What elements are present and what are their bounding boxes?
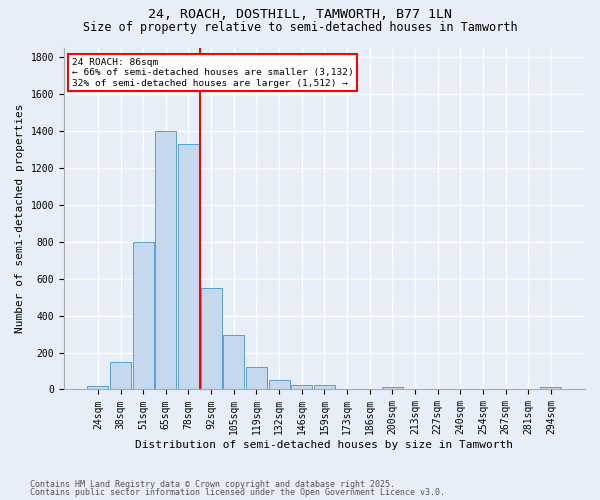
X-axis label: Distribution of semi-detached houses by size in Tamworth: Distribution of semi-detached houses by …: [136, 440, 514, 450]
Bar: [292, 385, 312, 390]
Bar: [178, 144, 199, 390]
Bar: [88, 386, 109, 390]
Bar: [246, 368, 267, 390]
Bar: [155, 130, 176, 390]
Bar: [223, 335, 244, 390]
Text: 24 ROACH: 86sqm
← 66% of semi-detached houses are smaller (3,132)
32% of semi-de: 24 ROACH: 86sqm ← 66% of semi-detached h…: [71, 58, 353, 88]
Bar: [133, 242, 154, 390]
Bar: [314, 385, 335, 390]
Bar: [541, 386, 562, 390]
Y-axis label: Number of semi-detached properties: Number of semi-detached properties: [15, 104, 25, 333]
Bar: [201, 288, 221, 390]
Text: Size of property relative to semi-detached houses in Tamworth: Size of property relative to semi-detach…: [83, 21, 517, 34]
Bar: [382, 386, 403, 390]
Text: 24, ROACH, DOSTHILL, TAMWORTH, B77 1LN: 24, ROACH, DOSTHILL, TAMWORTH, B77 1LN: [148, 8, 452, 20]
Bar: [110, 362, 131, 390]
Text: Contains public sector information licensed under the Open Government Licence v3: Contains public sector information licen…: [30, 488, 445, 497]
Bar: [269, 380, 290, 390]
Text: Contains HM Land Registry data © Crown copyright and database right 2025.: Contains HM Land Registry data © Crown c…: [30, 480, 395, 489]
